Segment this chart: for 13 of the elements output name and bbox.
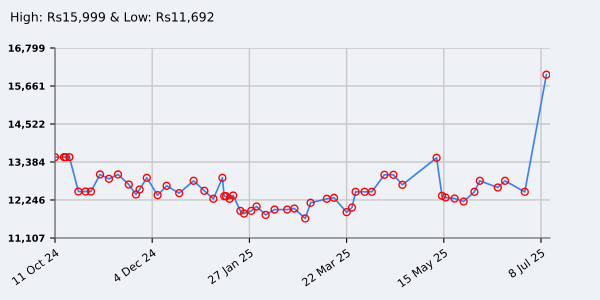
y-tick-label: 15,661 (8, 82, 45, 92)
x-tick-label: 8 Jul 25 (507, 248, 546, 280)
x-tick-label: 15 May 25 (397, 248, 450, 290)
x-tick-label: 4 Dec 24 (112, 248, 157, 284)
y-tick-label: 12,246 (8, 196, 45, 206)
chart-title: High: Rs15,999 & Low: Rs11,692 (11, 12, 214, 24)
x-tick-label: 11 Oct 24 (11, 248, 60, 286)
y-tick-label: 11,107 (8, 234, 45, 244)
y-tick-label: 14,522 (8, 120, 44, 130)
y-tick-label: 13,384 (8, 158, 45, 168)
y-tick-label: 16,799 (8, 44, 45, 54)
x-tick-label: 22 Mar 25 (301, 248, 351, 287)
x-tick-label: 27 Jan 25 (207, 248, 255, 286)
